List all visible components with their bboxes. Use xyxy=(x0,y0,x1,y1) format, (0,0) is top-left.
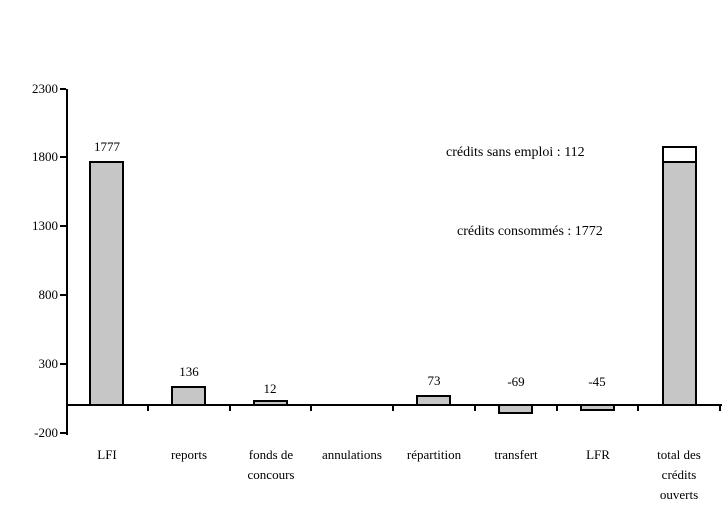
category-label-transfert: transfert xyxy=(467,445,565,465)
category-label-annulations: annulations xyxy=(303,445,401,465)
category-label-line: transfert xyxy=(494,447,538,462)
data-label-répartition: 73 xyxy=(427,373,441,388)
data-label-transfert: -69 xyxy=(507,374,525,389)
category-label-line: reports xyxy=(170,447,208,462)
category-label-line: ouverts xyxy=(659,487,699,502)
category-label-LFR: LFR xyxy=(549,445,647,465)
category-label-line: concours xyxy=(247,467,295,482)
annotation-credits-consommes: crédits consommés : 1772 xyxy=(457,224,603,239)
bar-transfert xyxy=(498,404,533,414)
y-axis-tick-label: -200 xyxy=(34,425,58,440)
bar-reports xyxy=(171,386,206,406)
y-axis-tick xyxy=(60,225,66,227)
data-label-fonds-de-concours: 12 xyxy=(263,381,277,396)
category-label-LFI: LFI xyxy=(58,445,156,465)
x-axis-tick xyxy=(310,405,312,411)
category-label-line: LFR xyxy=(586,447,610,462)
y-axis-tick-label: 300 xyxy=(38,356,59,371)
bar-segment-crédits-consommés xyxy=(662,161,697,406)
category-label-line: crédits xyxy=(661,467,697,482)
y-axis-tick-label: 2300 xyxy=(32,81,58,96)
bar-fonds-de-concours xyxy=(253,400,288,406)
x-axis-tick xyxy=(147,405,149,411)
x-axis-tick xyxy=(392,405,394,411)
category-label-line: répartition xyxy=(406,447,462,462)
category-label-line: total des xyxy=(657,447,701,462)
y-axis-tick-label: 800 xyxy=(38,287,59,302)
y-axis-tick xyxy=(60,294,66,296)
category-label-fonds-de-concours: fonds de concours xyxy=(222,445,320,485)
category-label-reports: reports xyxy=(140,445,238,465)
x-axis-tick xyxy=(719,405,721,411)
x-axis-tick xyxy=(637,405,639,411)
data-label-reports: 136 xyxy=(179,364,199,379)
x-axis-tick xyxy=(474,405,476,411)
category-label-total-des-crédits-ouverts: total des crédits ouverts xyxy=(630,445,726,505)
bar-répartition xyxy=(416,395,451,406)
y-axis-tick xyxy=(60,363,66,365)
y-axis-line xyxy=(66,89,68,435)
x-axis-tick xyxy=(229,405,231,411)
data-label-LFR: -45 xyxy=(588,374,606,389)
x-axis-tick xyxy=(556,405,558,411)
category-label-line: fonds de xyxy=(248,447,294,462)
data-label-LFI: 1777 xyxy=(94,139,120,154)
x-axis-line xyxy=(66,404,722,406)
category-label-line: annulations xyxy=(322,447,382,462)
y-axis-tick-label: 1800 xyxy=(32,149,58,164)
y-axis-tick-label: 1300 xyxy=(32,218,58,233)
y-axis-tick xyxy=(60,156,66,158)
y-axis-tick xyxy=(60,432,66,434)
y-axis-tick xyxy=(60,88,66,90)
bar-LFI xyxy=(89,161,124,406)
bar-LFR xyxy=(580,404,615,411)
category-label-line: LFI xyxy=(97,447,117,462)
annotation-credits-sans-emploi: crédits sans emploi : 112 xyxy=(446,145,585,160)
category-label-répartition: répartition xyxy=(385,445,483,465)
